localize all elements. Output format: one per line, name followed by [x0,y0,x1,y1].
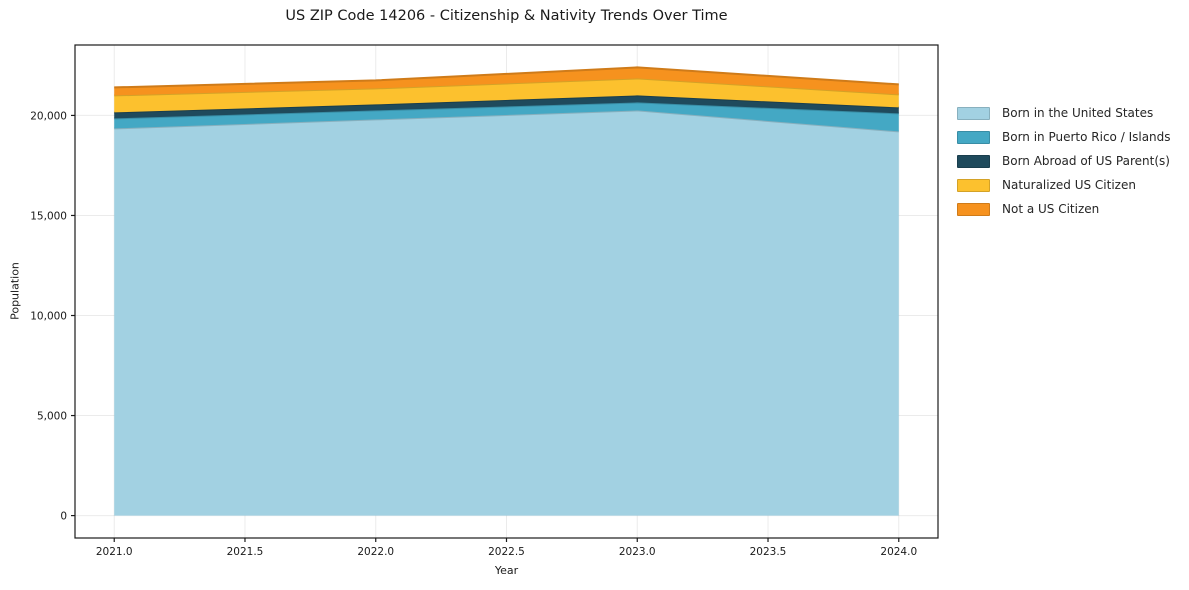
legend-swatch [957,178,990,192]
x-tick-label: 2023.0 [619,546,656,558]
legend-label: Born Abroad of US Parent(s) [1002,154,1170,168]
x-tick-label: 2021.0 [96,546,133,558]
y-axis-label: Population [8,262,22,320]
legend-item-2: Born Abroad of US Parent(s) [957,149,1171,173]
y-tick-label: 15,000 [30,210,67,222]
area-series-4 [114,67,899,96]
legend-swatch [957,154,990,168]
legend-label: Naturalized US Citizen [1002,178,1136,192]
x-axis-label: Year [494,564,519,577]
legend-swatch [957,202,990,216]
x-tick-label: 2022.0 [357,546,394,558]
legend-item-0: Born in the United States [957,101,1171,125]
area-edge-4 [114,66,899,89]
x-tick-label: 2023.5 [750,546,787,558]
legend-item-1: Born in Puerto Rico / Islands [957,125,1171,149]
legend-label: Born in Puerto Rico / Islands [1002,130,1171,144]
legend-swatch [957,130,990,144]
area-series-0 [114,110,899,516]
y-tick-label: 20,000 [30,110,67,122]
area-edge-3 [114,77,899,97]
legend-item-3: Naturalized US Citizen [957,173,1171,197]
legend-swatch [957,106,990,120]
chart-title: US ZIP Code 14206 - Citizenship & Nativi… [285,8,728,24]
area-series-1 [114,102,899,132]
y-tick-label: 0 [60,511,67,523]
y-tick-label: 10,000 [30,311,67,323]
x-tick-label: 2021.5 [227,546,264,558]
area-series-3 [114,78,899,113]
legend-label: Not a US Citizen [1002,202,1100,216]
y-tick-label: 5,000 [37,411,67,423]
x-tick-label: 2022.5 [488,546,525,558]
legend: Born in the United States Born in Puerto … [957,101,1171,221]
area-series-2 [114,95,899,119]
legend-item-4: Not a US Citizen [957,197,1171,221]
x-tick-label: 2024.0 [880,546,917,558]
legend-label: Born in the United States [1002,106,1154,120]
